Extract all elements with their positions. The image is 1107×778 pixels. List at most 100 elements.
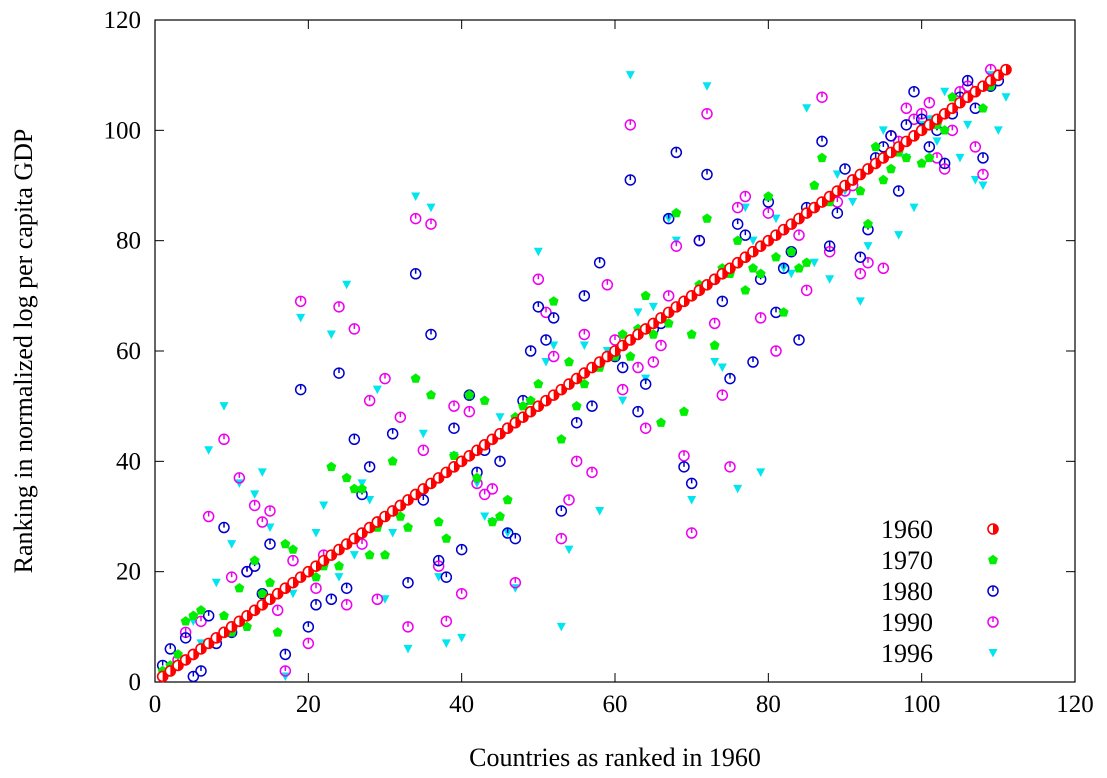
data-point [257, 588, 268, 598]
data-point [340, 599, 353, 611]
data-point [417, 494, 430, 506]
legend-item-1970: 1970 [881, 546, 998, 575]
data-point [333, 367, 345, 379]
data-point [839, 163, 851, 175]
data-point [716, 295, 729, 308]
data-point [809, 258, 819, 268]
data-point [563, 494, 575, 506]
data-point [472, 472, 482, 483]
data-point [555, 505, 568, 517]
data-point [939, 125, 950, 135]
data-point [947, 92, 958, 102]
data-point [409, 268, 422, 280]
x-tick-label: 60 [603, 691, 628, 718]
data-point [463, 450, 476, 462]
data-point [708, 317, 721, 330]
data-point [173, 649, 183, 659]
data-point [227, 540, 237, 549]
data-point [172, 659, 184, 672]
data-point [633, 308, 643, 317]
data-point [617, 329, 628, 339]
data-point [625, 71, 635, 80]
data-point [578, 328, 591, 341]
data-point [801, 257, 812, 267]
data-point [816, 135, 828, 148]
data-point [970, 175, 980, 185]
data-point [287, 576, 299, 589]
data-point [900, 119, 913, 131]
data-point [885, 130, 897, 142]
data-point [686, 329, 697, 339]
data-point [296, 313, 306, 323]
data-point [348, 323, 361, 335]
data-point [187, 670, 200, 683]
data-point [778, 307, 789, 317]
data-point [601, 350, 614, 363]
data-point [204, 446, 214, 455]
data-point [555, 532, 568, 545]
axes: 0 20 40 60 80 100 120 0 20 40 60 80 100 120 [104, 7, 1094, 718]
data-point [616, 383, 629, 396]
data-point [701, 168, 713, 181]
legend-label: 1960 [881, 515, 933, 544]
data-point [786, 269, 796, 279]
data-point [923, 97, 936, 109]
data-point [710, 358, 720, 367]
data-point [670, 240, 683, 252]
data-point [402, 621, 414, 633]
x-tick-label: 40 [449, 691, 474, 718]
legend-marker [988, 554, 998, 565]
data-point [862, 256, 874, 269]
data-point [202, 610, 215, 622]
data-point [955, 153, 965, 163]
data-point [793, 229, 805, 241]
data-point [685, 527, 698, 539]
data-point [954, 96, 966, 109]
data-point [241, 565, 253, 578]
y-tick-label: 0 [129, 669, 142, 696]
data-point [294, 571, 307, 583]
data-point [211, 578, 221, 588]
data-point [410, 373, 421, 383]
data-point [739, 229, 752, 241]
data-point [455, 455, 468, 468]
data-point [639, 422, 652, 434]
data-point [463, 405, 476, 418]
series-1960 [156, 63, 1012, 683]
data-point [733, 484, 743, 494]
data-point [854, 268, 867, 280]
data-point [1001, 93, 1011, 102]
data-point [647, 356, 660, 368]
data-point [693, 234, 706, 247]
data-point [188, 610, 199, 620]
data-point [855, 297, 865, 306]
data-point [678, 450, 690, 462]
data-point [509, 416, 522, 429]
data-point [771, 252, 781, 262]
data-point [271, 604, 284, 617]
data-point [1000, 63, 1012, 76]
data-point [248, 499, 261, 512]
data-point [739, 251, 752, 264]
data-point [963, 120, 973, 130]
data-point [532, 273, 545, 286]
data-point [180, 616, 191, 626]
data-point [678, 461, 690, 473]
data-point [287, 554, 299, 567]
data-point [341, 472, 352, 483]
data-point [348, 433, 361, 446]
data-point [800, 207, 813, 219]
data-point [616, 361, 629, 374]
y-tick-label: 40 [116, 448, 141, 475]
legend-item-1990: 1990 [881, 608, 999, 637]
data-point [409, 212, 422, 225]
data-point [411, 192, 421, 202]
data-point [394, 411, 407, 423]
data-point [380, 549, 390, 560]
data-point [800, 284, 813, 297]
data-point [395, 511, 406, 521]
data-point [794, 263, 804, 273]
data-point [609, 334, 621, 346]
data-point [280, 538, 291, 549]
data-point [809, 180, 820, 190]
